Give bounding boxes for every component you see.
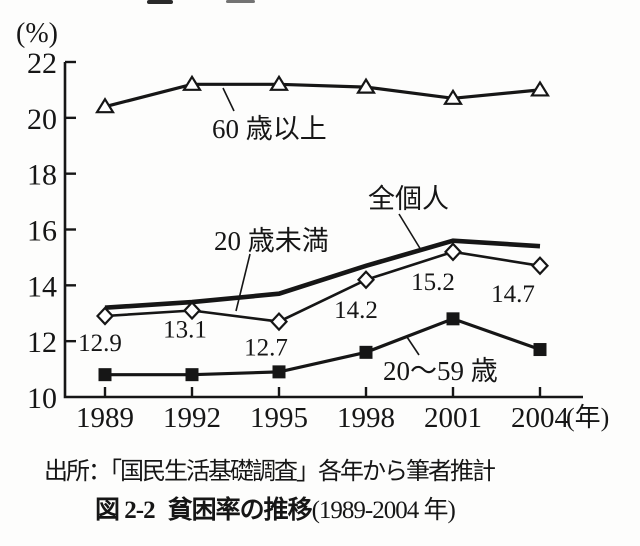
marker-square-age-20-59: [272, 365, 286, 379]
leader-line-all-individuals: [398, 213, 422, 251]
value-label-under-20: 14.2: [334, 297, 378, 324]
caption-title: 貧困率の推移: [167, 497, 313, 524]
leader-line-under-20: [235, 253, 251, 312]
value-label-under-20: 12.9: [78, 330, 122, 357]
series-line-age-20-59: [105, 317, 541, 377]
marker-triangle-age-60-plus: [269, 74, 289, 91]
marker-square-age-20-59: [533, 343, 547, 357]
marker-diamond-under-20: [269, 312, 289, 332]
value-label-under-20: 15.2: [411, 269, 455, 296]
y-axis-tick-label: 12: [27, 326, 57, 359]
y-axis-unit-label: (%): [16, 18, 58, 49]
series-label-under-20: 20 歳未満: [214, 226, 329, 256]
marker-diamond-under-20: [530, 256, 550, 276]
marker-diamond-under-20: [443, 242, 463, 262]
x-axis-tick-label: 2001: [424, 402, 482, 434]
marker-diamond-under-20: [95, 306, 115, 326]
x-axis-tick-label: 1992: [163, 402, 221, 434]
series-label-all-individuals: 全個人: [368, 184, 449, 214]
value-label-under-20: 13.1: [163, 316, 207, 343]
marker-square-age-20-59: [185, 368, 199, 382]
x-axis-tick-label: 1995: [250, 402, 308, 434]
figure-caption: 図 2-2 貧困率の推移(1989-2004 年): [95, 490, 456, 526]
cropped-text-artifact: [147, 0, 173, 4]
series-line-age-60-plus: [104, 82, 541, 109]
marker-triangle-age-60-plus: [356, 77, 376, 94]
marker-square-age-20-59: [446, 312, 460, 326]
y-axis-tick-label: 22: [27, 47, 57, 80]
y-axis-tick-label: 20: [27, 103, 57, 136]
value-label-under-20: 14.7: [491, 281, 535, 308]
marker-triangle-age-60-plus: [530, 80, 550, 97]
y-axis-tick-label: 16: [27, 215, 57, 248]
marker-triangle-age-60-plus: [182, 74, 202, 91]
x-axis-tick-label: 1989: [76, 402, 134, 434]
x-axis-tick-label: 1998: [337, 402, 395, 434]
caption-number: 図 2-2: [95, 497, 156, 524]
x-axis-tick-label: 2004: [511, 402, 570, 434]
marker-triangle-age-60-plus: [95, 97, 115, 114]
marker-diamond-under-20: [356, 270, 376, 290]
y-axis-tick-label: 18: [27, 159, 57, 192]
series-label-age-60-plus: 60 歳以上: [212, 114, 327, 144]
source-text: 出所：「国民生活基礎調査」各年から筆者推計: [44, 459, 496, 485]
marker-diamond-under-20: [182, 300, 202, 321]
cropped-text-artifact: [226, 0, 255, 3]
marker-triangle-age-60-plus: [443, 88, 463, 105]
value-label-under-20: 12.7: [244, 335, 288, 362]
series-label-age-20-59: 20〜59 歳: [383, 356, 498, 386]
marker-square-age-20-59: [359, 345, 373, 359]
x-axis-unit-label: (年): [566, 403, 609, 432]
marker-square-age-20-59: [98, 368, 112, 382]
leader-line-age-60-plus: [222, 87, 235, 112]
caption-range: (1989-2004 年): [311, 497, 456, 524]
series-line-all-individuals: [104, 238, 541, 310]
series-line-under-20: [104, 250, 541, 323]
leader-line-age-20-59: [406, 336, 420, 356]
y-axis-tick-label: 10: [27, 382, 57, 415]
y-axis-tick-label: 14: [27, 270, 57, 303]
